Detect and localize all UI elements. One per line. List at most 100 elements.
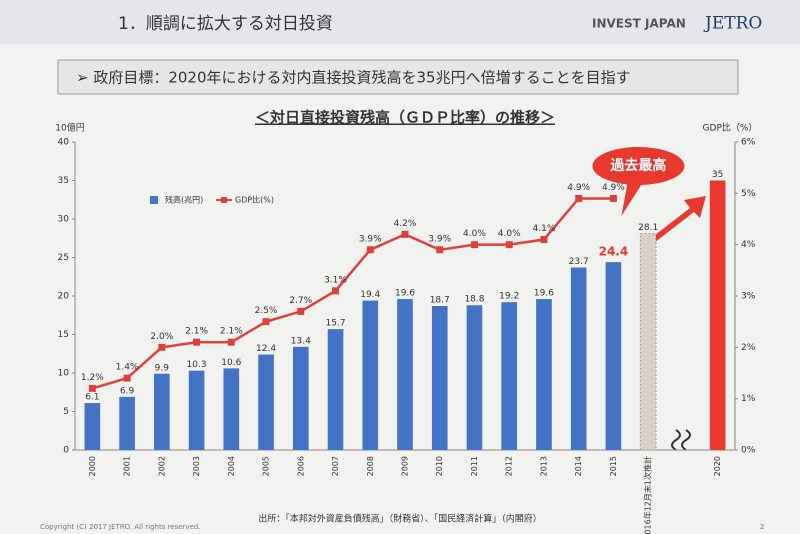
- y2-axis-label: GDP比（%）: [703, 122, 758, 134]
- legend-label: 残高(兆円): [165, 195, 203, 205]
- x-tick-label: 2015: [609, 456, 618, 476]
- line-value-label: 1.4%: [116, 363, 139, 373]
- y2-tick-label: 1%: [741, 394, 756, 404]
- goal: ➢ 政府目標：2020年における対内直接投資残高を35兆円へ倍増することを目指す: [76, 69, 631, 87]
- line-value-label: 4.1%: [533, 224, 556, 234]
- bar-value-label: 23.7: [569, 257, 589, 267]
- line-marker: [227, 338, 235, 346]
- x-tick-label: 2013: [539, 456, 548, 476]
- bar: [327, 329, 344, 450]
- bar: [639, 233, 657, 451]
- x-tick-label: 2001: [123, 456, 132, 476]
- x-tick-label: 2009: [401, 456, 410, 476]
- line-marker: [332, 287, 340, 295]
- bar: [466, 305, 483, 450]
- bar-value-label: 18.7: [430, 296, 450, 306]
- axis-break: [671, 429, 691, 451]
- bar-value-label: 28.1: [638, 223, 658, 233]
- callout: [592, 147, 685, 185]
- x-tick-label: 2010: [435, 456, 444, 476]
- x-tick-label: 2008: [366, 456, 375, 476]
- bar-value-label: 35: [712, 170, 723, 180]
- line: [92, 197, 614, 390]
- line-value-label: 3.1%: [324, 275, 347, 285]
- legend-swatch: [150, 196, 158, 204]
- line-value-label: 3.9%: [359, 234, 382, 244]
- line-marker: [505, 241, 513, 249]
- bar: [292, 346, 309, 450]
- y2-tick-label: 2%: [741, 343, 756, 353]
- x-tick-label: 2003: [192, 456, 201, 476]
- line-value-label: 4.9%: [567, 183, 590, 193]
- copyright: Copyright (C) 2017 JETRO. All rights res…: [40, 523, 201, 531]
- bar: [501, 302, 518, 450]
- logo: JETRO: [703, 14, 762, 34]
- bar: [397, 299, 413, 450]
- y-tick-label: 5: [63, 407, 69, 417]
- bar-value-label: 9.9: [155, 363, 170, 373]
- callout-text: 過去最高: [609, 157, 666, 174]
- y-tick-label: 25: [58, 253, 69, 263]
- line-marker: [193, 338, 201, 346]
- x-tick-label: 2000: [88, 456, 97, 476]
- x-tick-label: 2002: [157, 456, 166, 476]
- x-tick-label: 2007: [331, 456, 340, 476]
- y-axis-label: 10億円: [55, 122, 84, 134]
- x-tick-label: 2004: [227, 456, 236, 476]
- y-tick-label: 30: [58, 215, 70, 225]
- bar-value-label: 13.4: [291, 336, 311, 346]
- bar: [709, 180, 726, 450]
- goal-box: [57, 59, 739, 95]
- bar: [119, 396, 135, 450]
- line-value-label: 2.5%: [255, 306, 278, 316]
- x-tick-label: 2005: [262, 456, 271, 476]
- bar-value-label: 19.6: [534, 289, 554, 299]
- line-value-label: 4.0%: [463, 229, 486, 239]
- line-value-label: 2.1%: [220, 327, 243, 337]
- line-marker: [123, 374, 131, 382]
- line-marker: [158, 343, 166, 351]
- line-marker: [297, 307, 305, 315]
- line-value-label: 4.9%: [602, 183, 625, 193]
- chart-title: ＜対日直接投資残高（ＧＤＰ比率）の推移＞: [255, 109, 555, 127]
- y2-tick-label: 6%: [741, 138, 756, 148]
- legend-label: GDP比(%): [235, 195, 274, 205]
- y2-tick-label: 4%: [741, 240, 756, 250]
- bar: [188, 370, 205, 450]
- line-marker: [401, 230, 409, 238]
- y2-tick-label: 3%: [741, 292, 756, 302]
- bar-value-label: 19.2: [499, 292, 519, 302]
- line-value-label: 1.2%: [81, 373, 104, 383]
- bar: [258, 354, 274, 450]
- bar: [536, 299, 552, 450]
- line-value-label: 2.7%: [289, 296, 312, 306]
- bar: [154, 373, 170, 450]
- line-marker: [262, 318, 270, 326]
- line-value-label: 4.0%: [498, 229, 521, 239]
- line-value-label: 3.9%: [428, 234, 451, 244]
- header: 1．順調に拡大する対日投資: [118, 14, 333, 34]
- page-number: 2: [760, 523, 764, 531]
- line-value-label: 2.0%: [150, 332, 173, 342]
- line-marker: [609, 194, 617, 202]
- y-tick-label: 40: [58, 138, 70, 148]
- bar-value-label: 15.7: [326, 319, 346, 329]
- y-tick-label: 0: [63, 446, 69, 456]
- bar: [84, 403, 101, 450]
- x-tick-label: 2020: [713, 456, 722, 476]
- line-marker: [88, 384, 96, 392]
- bar-value-label: 10.6: [221, 358, 241, 368]
- bar-value-label: 24.4: [599, 245, 629, 259]
- y-tick-label: 15: [58, 330, 69, 340]
- y2-tick-label: 5%: [741, 189, 756, 199]
- y-tick-label: 35: [58, 176, 69, 186]
- bar-value-label: 10.3: [187, 360, 207, 370]
- line-marker: [540, 236, 548, 244]
- bar: [362, 300, 379, 450]
- bar-value-label: 6.1: [85, 393, 99, 403]
- bar-value-label: 18.8: [464, 295, 484, 305]
- line-marker: [436, 246, 444, 254]
- legend-swatch: [221, 197, 227, 203]
